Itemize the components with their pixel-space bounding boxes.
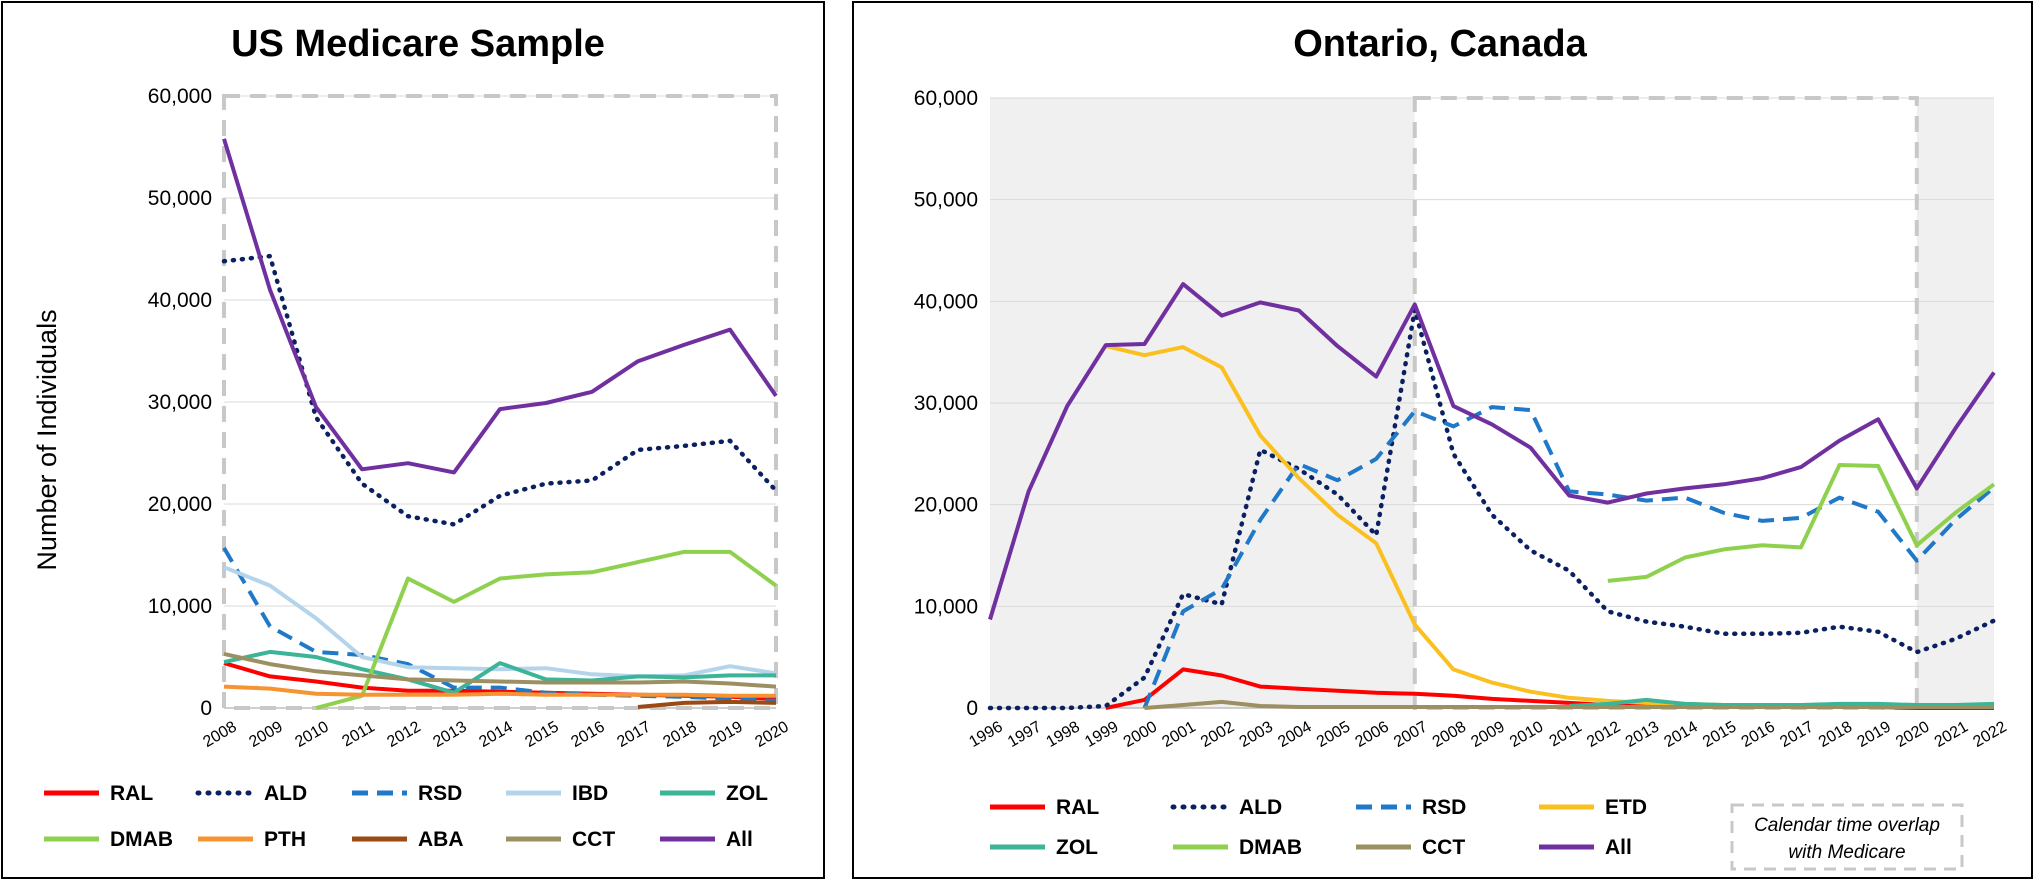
series-line-ald xyxy=(221,253,779,527)
series-line-ibd xyxy=(223,565,777,679)
overlap-note-box xyxy=(1730,803,1964,871)
y-tick-label: 0 xyxy=(966,697,978,720)
series-line-zol xyxy=(223,649,776,695)
y-tick-label: 10,000 xyxy=(148,595,212,618)
y-tick-label: 20,000 xyxy=(914,494,978,517)
legend-label-cct: CCT xyxy=(1422,836,1465,859)
x-tick-label: 2005 xyxy=(1314,718,1353,751)
x-tick-label: 1996 xyxy=(966,718,1005,751)
x-tick-label: 2012 xyxy=(1584,718,1623,751)
series-line-dmab xyxy=(315,549,778,710)
series-line-rsd xyxy=(1142,405,1996,709)
x-tick-label: 1998 xyxy=(1044,718,1083,751)
x-tick-label: 2022 xyxy=(1970,718,2009,751)
y-tick-label: 10,000 xyxy=(914,595,978,618)
series-line-dmab xyxy=(1607,463,1996,583)
x-tick-label: 2002 xyxy=(1198,718,1237,751)
x-tick-label: 2021 xyxy=(1932,718,1971,751)
x-tick-label: 1997 xyxy=(1005,718,1044,751)
x-tick-label: 2017 xyxy=(1777,718,1816,751)
legend-label-etd: ETD xyxy=(1605,796,1647,819)
x-tick-label: 2018 xyxy=(1816,718,1855,751)
legend-label-cct: CCT xyxy=(572,828,615,851)
x-tick-label: 2013 xyxy=(1623,718,1662,751)
series-line-all xyxy=(222,138,778,475)
legend-label-dmab: DMAB xyxy=(1239,836,1302,859)
y-tick-label: 60,000 xyxy=(148,85,212,108)
right-chart-title: Ontario, Canada xyxy=(1293,23,1587,65)
x-tick-label: 2007 xyxy=(1391,718,1430,751)
y-tick-label: 50,000 xyxy=(148,187,212,210)
x-tick-label: 2014 xyxy=(476,718,515,751)
legend-label-zol: ZOL xyxy=(726,782,768,805)
left-chart: 0 10,000 20,000 30,000 40,000 50,000 60,000 200… xyxy=(44,85,792,851)
x-tick-label: 2020 xyxy=(1893,718,1932,751)
x-tick-label: 2009 xyxy=(1468,718,1507,751)
x-tick-label: 2004 xyxy=(1275,718,1314,751)
legend-label-all: All xyxy=(726,828,753,851)
series-line-rsd xyxy=(222,546,777,703)
x-tick-label: 2013 xyxy=(430,718,469,751)
legend-label-aba: ABA xyxy=(418,828,464,851)
x-tick-label: 2010 xyxy=(1507,718,1546,751)
legend-label-ald: ALD xyxy=(264,782,307,805)
y-tick-label: 30,000 xyxy=(914,392,978,415)
left-chart-title: US Medicare Sample xyxy=(231,23,605,65)
overlap-note-line-2: with Medicare xyxy=(1788,842,1905,863)
legend-label-ral: RAL xyxy=(1056,796,1099,819)
y-tick-label: 50,000 xyxy=(914,189,978,212)
x-tick-label: 1999 xyxy=(1082,718,1121,751)
x-tick-label: 2012 xyxy=(384,718,423,751)
right-panel-frame xyxy=(852,1,2033,879)
legend-label-zol: ZOL xyxy=(1056,836,1098,859)
series-line-ald xyxy=(987,307,1997,711)
y-tick-label: 60,000 xyxy=(914,87,978,110)
overlap-note-line-1: Calendar time overlap xyxy=(1754,815,1940,836)
y-tick-label: 40,000 xyxy=(914,290,978,313)
y-tick-label: 30,000 xyxy=(148,391,212,414)
y-tick-label: 40,000 xyxy=(148,289,212,312)
legend-label-ibd: IBD xyxy=(572,782,608,805)
x-tick-label: 2020 xyxy=(752,718,791,751)
x-tick-label: 2008 xyxy=(200,718,239,751)
x-tick-label: 2003 xyxy=(1237,718,1276,751)
x-tick-label: 2017 xyxy=(614,718,653,751)
x-tick-label: 2015 xyxy=(522,718,561,751)
x-tick-label: 2019 xyxy=(706,718,745,751)
x-tick-label: 2008 xyxy=(1430,718,1469,751)
x-tick-label: 2016 xyxy=(568,718,607,751)
x-tick-label: 2019 xyxy=(1854,718,1893,751)
x-tick-label: 2009 xyxy=(246,718,285,751)
x-tick-label: 2010 xyxy=(292,718,331,751)
legend-label-all: All xyxy=(1605,836,1632,859)
x-tick-label: 2000 xyxy=(1121,718,1160,751)
series-line-pth xyxy=(223,684,776,698)
legend-label-pth: PTH xyxy=(264,828,306,851)
legend-label-dmab: DMAB xyxy=(110,828,173,851)
y-tick-label: 0 xyxy=(200,697,212,720)
x-tick-label: 2018 xyxy=(660,718,699,751)
right-chart: 0 10,000 20,000 30,000 40,000 50,000 60,000 199… xyxy=(914,87,2010,859)
series-line-cct xyxy=(1144,699,1994,710)
legend-label-rsd: RSD xyxy=(1422,796,1466,819)
series-line-cct xyxy=(223,651,777,689)
legend-label-ald: ALD xyxy=(1239,796,1282,819)
series-line-all xyxy=(988,282,1996,621)
x-tick-label: 2016 xyxy=(1739,718,1778,751)
series-line-aba xyxy=(637,699,777,709)
legend-label-rsd: RSD xyxy=(418,782,462,805)
legend-label-ral: RAL xyxy=(110,782,153,805)
overlap-window-frame xyxy=(222,94,778,710)
x-tick-label: 2014 xyxy=(1661,718,1700,751)
x-tick-label: 2011 xyxy=(339,718,377,750)
x-tick-label: 2006 xyxy=(1352,718,1391,751)
left-panel-frame xyxy=(1,1,825,879)
x-tick-label: 2011 xyxy=(1547,718,1585,750)
y-tick-label: 20,000 xyxy=(148,493,212,516)
x-tick-label: 2015 xyxy=(1700,718,1739,751)
x-tick-label: 2001 xyxy=(1159,718,1198,751)
left-y-axis-label: Number of Individuals xyxy=(32,309,62,570)
